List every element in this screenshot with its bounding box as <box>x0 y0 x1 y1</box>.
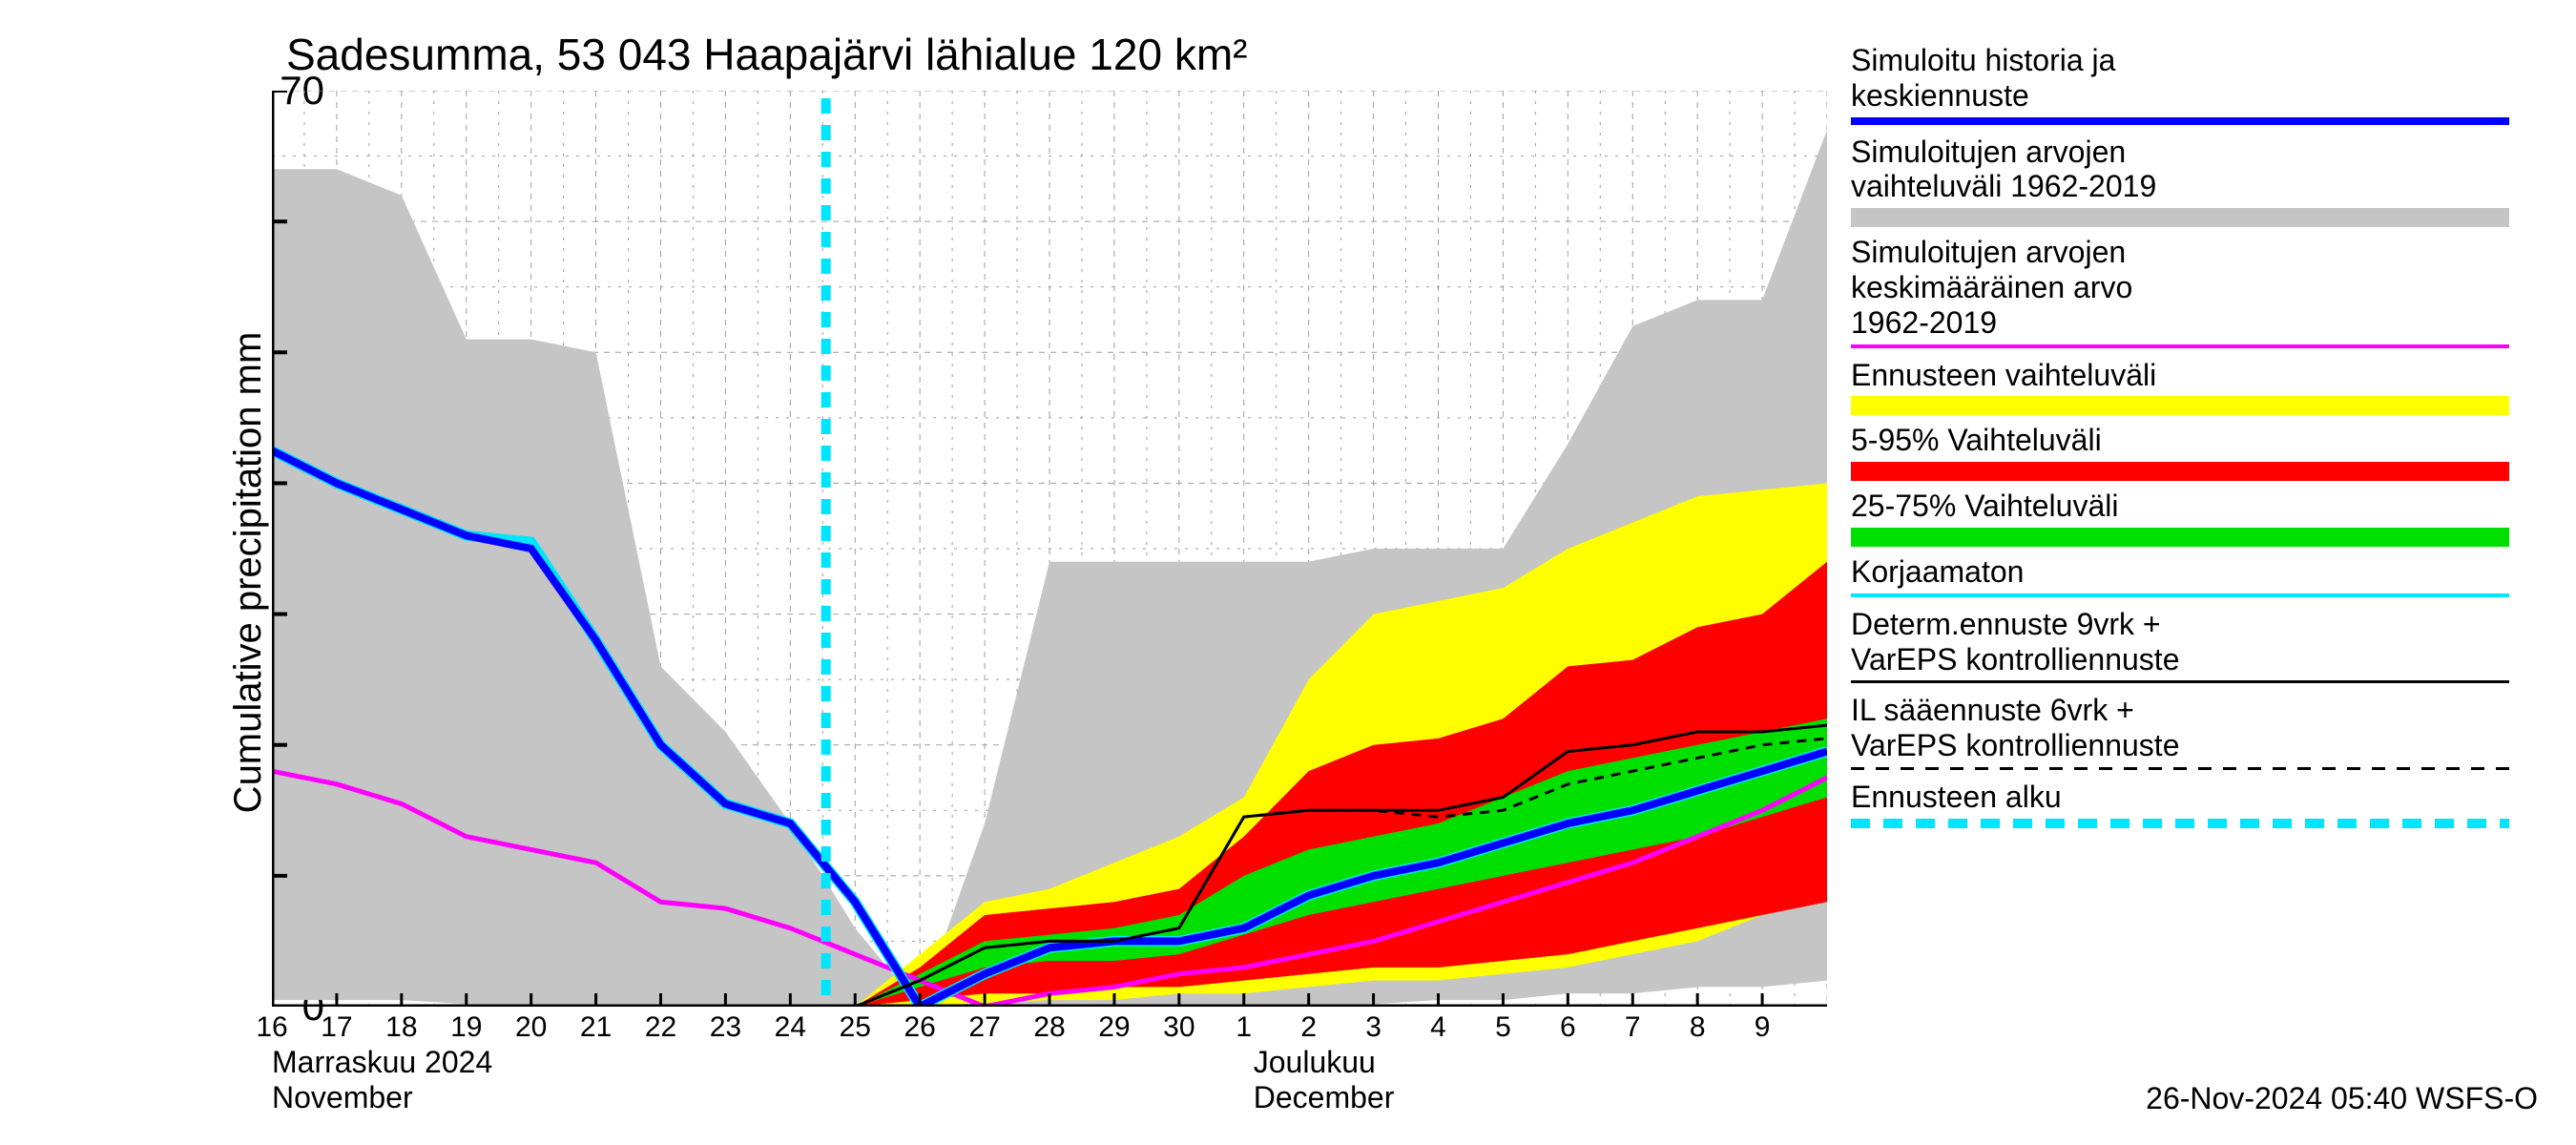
legend-label: 1962-2019 <box>1851 305 2538 341</box>
x-tick-label: 24 <box>775 1011 806 1044</box>
legend-swatch <box>1851 396 2509 415</box>
x-tick-label: 28 <box>1033 1011 1065 1044</box>
x-tick-label: 18 <box>385 1011 417 1044</box>
legend-item: Korjaamaton <box>1851 554 2538 597</box>
x-tick-label: 17 <box>321 1011 352 1044</box>
legend-item: IL sääennuste 6vrk + VarEPS kontrollienn… <box>1851 693 2538 770</box>
x-tick-label: 9 <box>1755 1011 1771 1044</box>
x-tick-label: 19 <box>450 1011 482 1044</box>
x-tick-label: 25 <box>840 1011 871 1044</box>
x-tick-label: 1 <box>1236 1011 1252 1044</box>
x-tick-label: 16 <box>256 1011 287 1044</box>
legend-item: Ennusteen vaihteluväli <box>1851 358 2538 416</box>
plot-svg <box>272 91 1827 1007</box>
chart-container: Sadesumma, 53 043 Haapajärvi lähialue 12… <box>0 0 2576 1145</box>
legend-swatch <box>1851 593 2509 597</box>
legend-item: Simuloitu historia jakeskiennuste <box>1851 43 2538 125</box>
legend-swatch <box>1851 528 2509 547</box>
month-label-1: Marraskuu 2024November <box>272 1045 492 1115</box>
x-tick-label: 23 <box>710 1011 741 1044</box>
x-tick-label: 6 <box>1560 1011 1576 1044</box>
legend-label: Simuloitujen arvojen <box>1851 235 2538 270</box>
legend-swatch <box>1851 462 2509 481</box>
legend-label: Ennusteen alku <box>1851 780 2538 815</box>
legend-item: Simuloitujen arvojenvaihteluväli 1962-20… <box>1851 135 2538 228</box>
x-tick-label: 8 <box>1690 1011 1706 1044</box>
legend-swatch <box>1851 344 2509 348</box>
x-tick-label: 27 <box>968 1011 1000 1044</box>
x-tick-label: 26 <box>904 1011 935 1044</box>
legend-label: Simuloitu historia ja <box>1851 43 2538 78</box>
legend-swatch <box>1851 680 2509 683</box>
legend-swatch <box>1851 767 2509 770</box>
legend-swatch <box>1851 117 2509 125</box>
x-tick-label: 22 <box>645 1011 676 1044</box>
legend-label: Korjaamaton <box>1851 554 2538 590</box>
chart-title: Sadesumma, 53 043 Haapajärvi lähialue 12… <box>286 29 1247 80</box>
legend-swatch <box>1851 819 2509 828</box>
legend-swatch <box>1851 208 2509 227</box>
legend-label: keskimääräinen arvo <box>1851 270 2538 305</box>
x-tick-label: 20 <box>515 1011 547 1044</box>
legend-label: VarEPS kontrolliennuste <box>1851 642 2538 677</box>
x-tick-label: 5 <box>1495 1011 1511 1044</box>
x-tick-label: 30 <box>1163 1011 1195 1044</box>
x-tick-label: 21 <box>580 1011 612 1044</box>
x-tick-label: 4 <box>1430 1011 1446 1044</box>
plot-area <box>272 91 1827 1007</box>
x-tick-label: 3 <box>1365 1011 1381 1044</box>
legend-item: Ennusteen alku <box>1851 780 2538 828</box>
legend-label: vaihteluväli 1962-2019 <box>1851 169 2538 204</box>
month-label-2: JoulukuuDecember <box>1254 1045 1395 1115</box>
legend-label: 25-75% Vaihteluväli <box>1851 489 2538 524</box>
legend-item: Simuloitujen arvojenkeskimääräinen arvo … <box>1851 235 2538 347</box>
legend-item: 5-95% Vaihteluväli <box>1851 423 2538 481</box>
x-tick-label: 29 <box>1098 1011 1130 1044</box>
legend-label: keskiennuste <box>1851 78 2538 114</box>
legend-item: Determ.ennuste 9vrk + VarEPS kontrollien… <box>1851 607 2538 684</box>
x-tick-label: 7 <box>1625 1011 1641 1044</box>
legend: Simuloitu historia jakeskiennusteSimuloi… <box>1851 43 2538 838</box>
legend-item: 25-75% Vaihteluväli <box>1851 489 2538 547</box>
legend-label: Ennusteen vaihteluväli <box>1851 358 2538 393</box>
legend-label: Determ.ennuste 9vrk + <box>1851 607 2538 642</box>
legend-label: IL sääennuste 6vrk + <box>1851 693 2538 728</box>
timestamp: 26-Nov-2024 05:40 WSFS-O <box>2146 1081 2538 1116</box>
legend-label: 5-95% Vaihteluväli <box>1851 423 2538 458</box>
x-tick-label: 2 <box>1300 1011 1317 1044</box>
legend-label: VarEPS kontrolliennuste <box>1851 728 2538 763</box>
legend-label: Simuloitujen arvojen <box>1851 135 2538 170</box>
